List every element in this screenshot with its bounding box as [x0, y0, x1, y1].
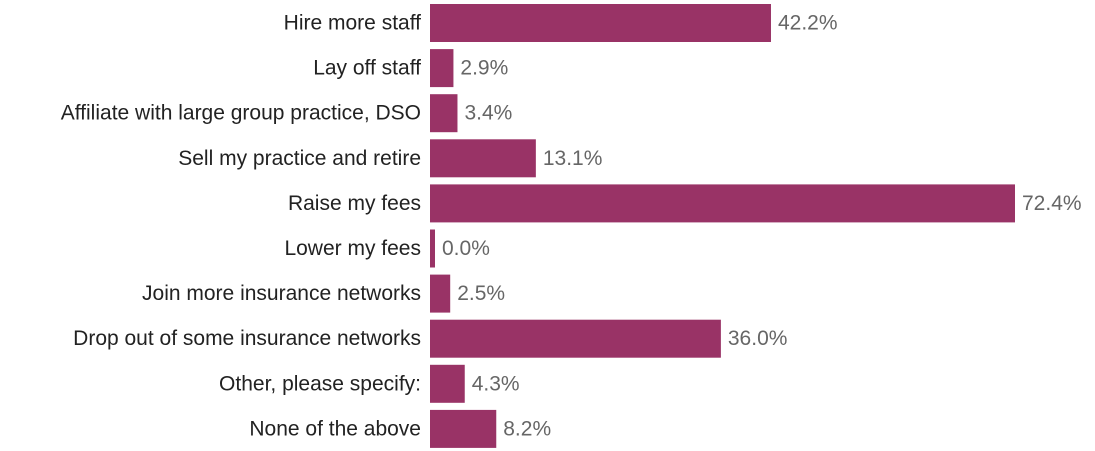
category-label: Join more insurance networks [142, 282, 421, 305]
value-label: 0.0% [442, 237, 490, 260]
category-label: Raise my fees [288, 192, 421, 215]
value-label: 36.0% [728, 327, 788, 350]
value-label: 3.4% [464, 102, 512, 125]
bar [430, 364, 465, 403]
bar-group: Raise my fees 72.4% [288, 184, 1082, 223]
category-label: Affiliate with large group practice, DSO [61, 102, 421, 125]
bar [430, 4, 771, 42]
bar [430, 94, 458, 133]
value-label: 4.3% [472, 372, 520, 395]
bar-group: Hire more staff 42.2% [284, 4, 838, 42]
category-label: Other, please specify: [219, 372, 421, 395]
bar-group: Sell my practice and retire 13.1% [178, 139, 603, 178]
bar-group: Other, please specify: 4.3% [219, 364, 520, 403]
value-label: 8.2% [503, 417, 551, 440]
category-label: Hire more staff [284, 12, 421, 35]
bar-group: Lay off staff 2.9% [313, 49, 508, 88]
bar [430, 49, 454, 88]
value-label: 72.4% [1022, 192, 1082, 215]
bar-group: None of the above 8.2% [249, 409, 551, 448]
bar-group: Affiliate with large group practice, DSO… [61, 94, 512, 133]
bar [430, 319, 721, 358]
bar-group: Join more insurance networks 2.5% [142, 274, 505, 313]
category-label: Drop out of some insurance networks [73, 327, 421, 350]
category-label: Sell my practice and retire [178, 147, 421, 170]
bar [430, 139, 536, 178]
bars-layer: Hire more staff 42.2% Lay off staff 2.9% Aff… [61, 4, 1082, 448]
bar [430, 184, 1015, 223]
bar-group: Lower my fees 0.0% [284, 229, 490, 268]
value-label: 2.9% [460, 57, 508, 80]
category-label: Lower my fees [284, 237, 421, 260]
bar [430, 409, 497, 448]
bar [430, 274, 451, 313]
category-label: None of the above [249, 417, 421, 440]
bar-group: Drop out of some insurance networks 36.0% [73, 319, 788, 358]
value-label: 42.2% [778, 12, 838, 35]
value-label: 13.1% [543, 147, 603, 170]
value-label: 2.5% [457, 282, 505, 305]
bar [430, 229, 435, 268]
category-label: Lay off staff [313, 57, 421, 80]
